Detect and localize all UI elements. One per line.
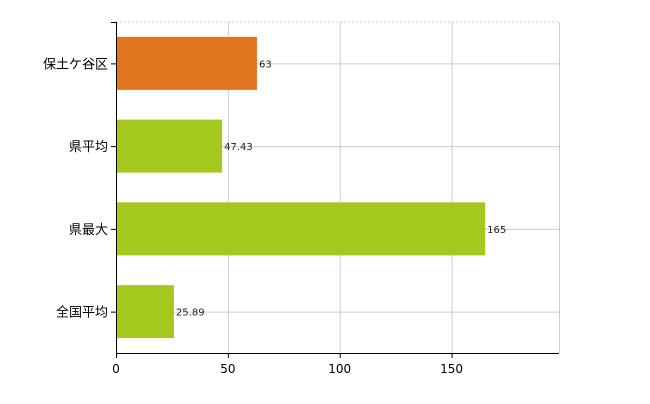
x-tick-label-4: 150 [440, 362, 463, 376]
labels: 63 保土ケ谷区 47.43 県平均 165 県最大 25.89 全国平均 0 50 100 150 [43, 57, 506, 376]
bar-4 [116, 285, 174, 339]
bars [116, 36, 486, 339]
axes [111, 22, 559, 358]
category-label-3: 県最大 [69, 223, 108, 238]
bar-1 [116, 36, 257, 90]
bar-2 [116, 119, 223, 173]
bar-3 [116, 202, 486, 256]
category-label-2: 県平均 [69, 140, 108, 155]
value-label-4: 25.89 [176, 308, 205, 319]
value-label-3: 165 [487, 225, 506, 236]
category-label-1: 保土ケ谷区 [43, 57, 108, 72]
x-tick-label-3: 100 [328, 362, 351, 376]
x-tick-label-2: 50 [220, 362, 235, 376]
category-label-4: 全国平均 [56, 305, 108, 321]
value-label-1: 63 [259, 59, 272, 70]
value-label-2: 47.43 [224, 142, 253, 153]
x-tick-label-1: 0 [112, 362, 120, 376]
